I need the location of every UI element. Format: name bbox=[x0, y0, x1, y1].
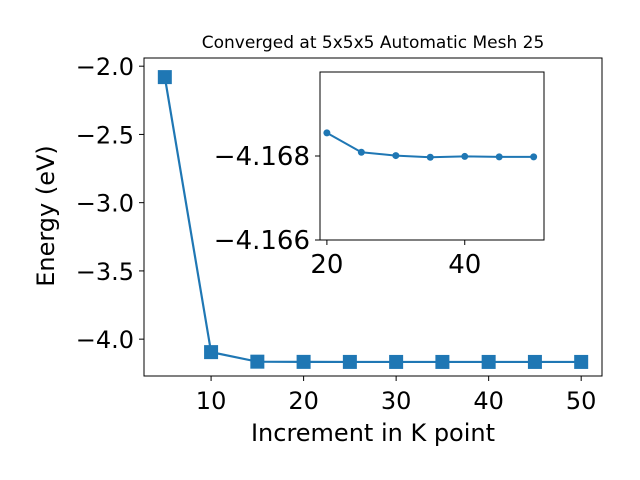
main-y-tick-label: −3.5 bbox=[76, 258, 134, 286]
main-x-tick-label: 50 bbox=[566, 387, 597, 415]
main-y-tick-label: −4.0 bbox=[76, 326, 134, 354]
inset-series-line bbox=[326, 132, 534, 159]
inset-y-tick-label: −4.166 bbox=[214, 226, 310, 256]
main-data-point bbox=[481, 354, 496, 369]
inset-data-point bbox=[495, 153, 503, 161]
chart-title: Converged at 5x5x5 Automatic Mesh 25 bbox=[202, 33, 545, 53]
main-x-tick-label: 20 bbox=[288, 387, 319, 415]
main-data-point bbox=[157, 70, 172, 85]
main-x-tick-label: 10 bbox=[196, 387, 227, 415]
inset-data-point bbox=[392, 152, 400, 160]
inset-data-point bbox=[357, 148, 365, 156]
main-y-tick-label: −2.0 bbox=[76, 53, 134, 81]
inset-y-tick-label: −4.168 bbox=[214, 142, 310, 172]
main-data-point bbox=[250, 354, 265, 369]
main-data-point bbox=[574, 354, 589, 369]
main-data-point bbox=[204, 345, 219, 360]
main-frame bbox=[143, 57, 603, 377]
inset-data-point bbox=[426, 153, 434, 161]
main-y-tick-label: −3.0 bbox=[76, 190, 134, 218]
y-axis-label: Energy (eV) bbox=[32, 145, 60, 287]
inset-x-tick-label: 20 bbox=[310, 250, 343, 280]
inset-data-point bbox=[461, 152, 469, 160]
inset-x-tick-label: 40 bbox=[448, 250, 481, 280]
main-data-point bbox=[296, 354, 311, 369]
main-y-tick-label: −2.5 bbox=[76, 121, 134, 149]
x-axis-label: Increment in K point bbox=[251, 419, 495, 447]
main-data-point bbox=[435, 354, 450, 369]
inset-data-point bbox=[530, 153, 538, 161]
main-series-line bbox=[163, 76, 582, 364]
main-data-point bbox=[342, 354, 357, 369]
main-plot: 10 20 30 40 50 −2.0 −2.5 −3.0 −3.5 −4.0 bbox=[76, 53, 603, 415]
inset-plot: 20 40 −4.168 −4.166 bbox=[214, 71, 545, 280]
main-data-point bbox=[527, 354, 542, 369]
inset-data-point bbox=[323, 129, 331, 137]
main-data-point bbox=[389, 354, 404, 369]
main-x-tick-label: 30 bbox=[381, 387, 412, 415]
main-x-tick-label: 40 bbox=[473, 387, 504, 415]
